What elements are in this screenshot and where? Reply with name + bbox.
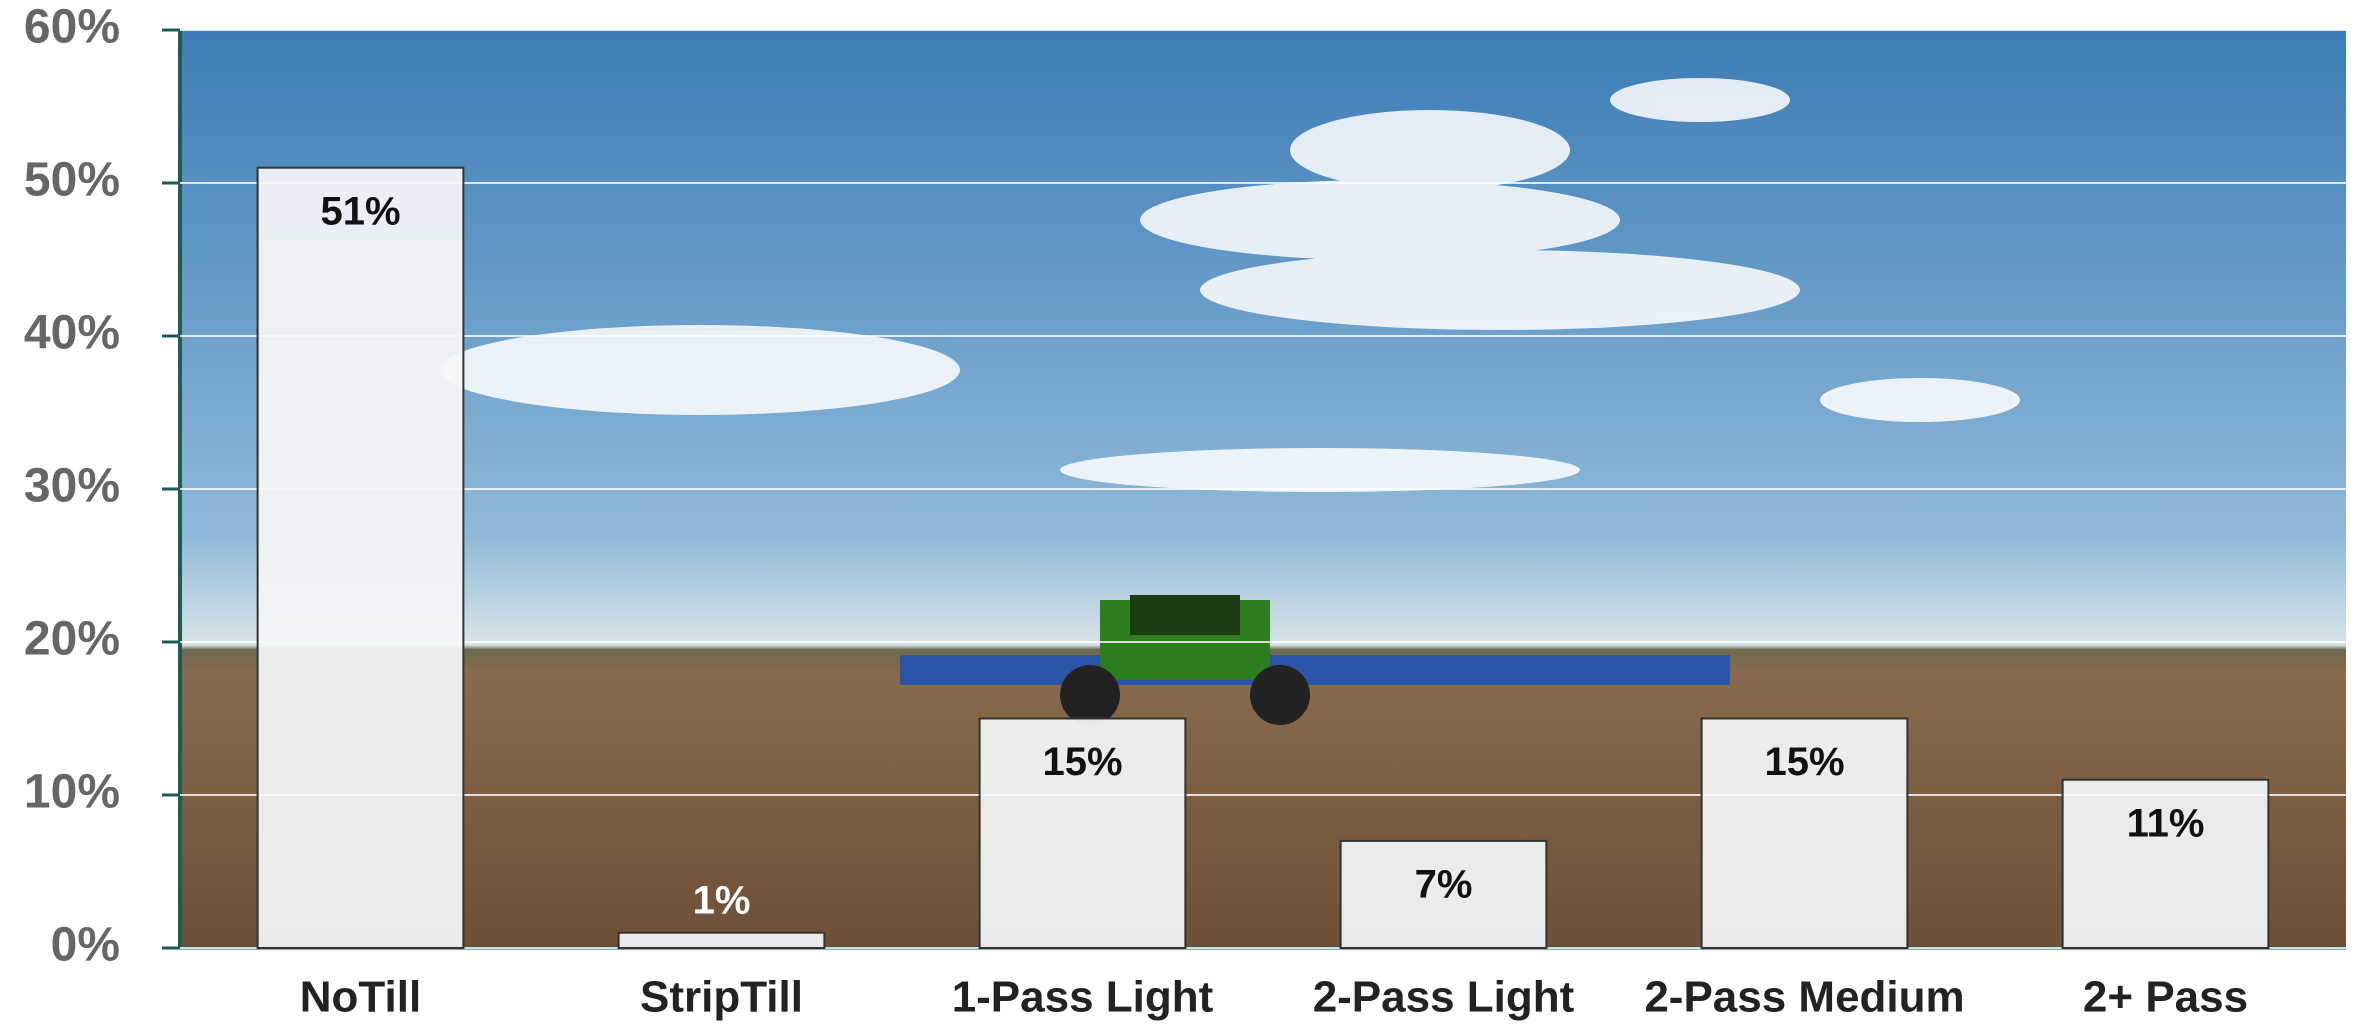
y-tick-label: 40% [24, 307, 120, 360]
x-tick-label: 2+ Pass [2083, 973, 2248, 1022]
bar [1700, 717, 1909, 949]
bar [2061, 778, 2270, 950]
x-tick-label: 1-Pass Light [952, 973, 1214, 1022]
x-tick-label: StripTill [640, 973, 803, 1022]
bar [256, 166, 465, 949]
y-tick-label: 60% [24, 1, 120, 54]
y-tick-label: 20% [24, 613, 120, 666]
tractor [900, 595, 1730, 725]
bar [617, 931, 826, 950]
y-tick-label: 10% [24, 766, 120, 819]
y-tick-label: 50% [24, 154, 120, 207]
x-tick-label: NoTill [300, 973, 421, 1022]
data-label: 7% [1415, 862, 1473, 906]
y-tick-label: 30% [24, 460, 120, 513]
x-tick-label: 2-Pass Medium [1644, 973, 1964, 1022]
data-label: 11% [2127, 801, 2205, 845]
y-tick-label: 0% [51, 919, 120, 972]
bar [978, 717, 1187, 949]
x-tick-label: 2-Pass Light [1313, 973, 1575, 1022]
data-label: 15% [1764, 740, 1844, 784]
bar [1339, 839, 1548, 950]
data-label: 51% [320, 189, 400, 233]
data-label: 1% [693, 878, 751, 922]
data-label: 15% [1042, 740, 1122, 784]
